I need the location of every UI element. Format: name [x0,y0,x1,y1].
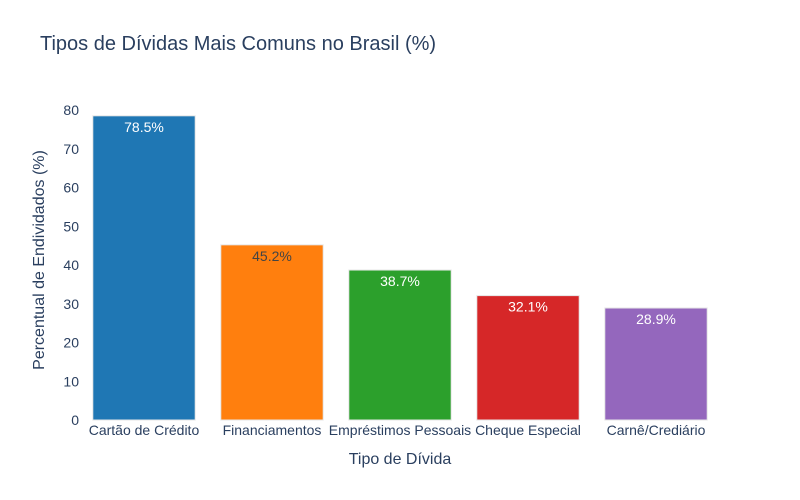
bar[interactable] [92,115,196,421]
y-tick-label: 80 [63,102,79,118]
x-axis-title: Tipo de Dívida [349,451,452,468]
bar-data-label: 38.7% [380,273,420,289]
bar-data-label: 32.1% [508,299,548,315]
y-axis-ticks: 0 10 20 30 40 50 60 70 80 [63,102,79,428]
x-tick-label: Financiamentos [223,422,322,438]
y-axis-title: Percentual de Endividados (%) [31,150,48,370]
bar[interactable] [604,307,708,421]
bars-group: 78.5% 45.2% 38.7% 32.1% 28.9% [92,115,708,421]
y-tick-label: 10 [63,373,79,389]
y-tick-label: 40 [63,257,79,273]
bar-data-label: 28.9% [636,311,676,327]
bar[interactable] [220,244,324,421]
y-tick-label: 0 [71,412,79,428]
y-tick-label: 60 [63,180,79,196]
y-tick-label: 50 [63,218,79,234]
chart-title: Tipos de Dívidas Mais Comuns no Brasil (… [40,33,436,55]
x-tick-label: Cheque Especial [475,422,581,438]
x-axis-ticks: Cartão de Crédito Financiamentos Empréstim… [89,422,706,438]
y-tick-label: 20 [63,335,79,351]
bar[interactable] [348,269,452,421]
bar-data-label: 45.2% [252,248,292,264]
x-tick-label: Cartão de Crédito [89,422,200,438]
y-tick-label: 30 [63,296,79,312]
bar[interactable] [476,295,580,421]
x-tick-label: Empréstimos Pessoais [329,422,471,438]
x-tick-label: Carnê/Crediário [607,422,706,438]
bar-data-label: 78.5% [124,119,164,135]
y-tick-label: 70 [63,141,79,157]
